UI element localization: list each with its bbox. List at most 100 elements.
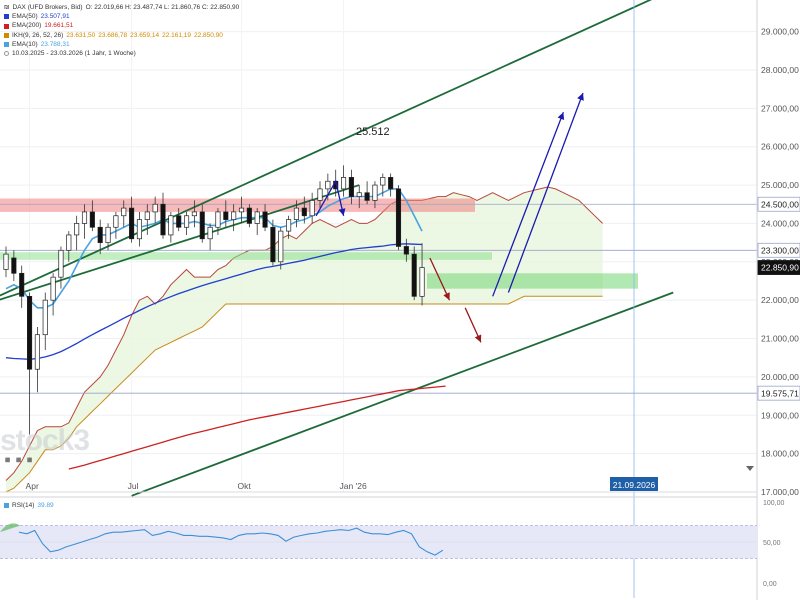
candle-body [223,211,229,220]
symbol-icon: ₪ [4,4,10,11]
candle-body [270,226,276,263]
x-tick-label: Jan '26 [340,481,367,491]
y-tick-label: 18.000,00 [761,449,799,459]
candle-body [176,215,182,228]
candle-body [309,200,315,217]
candle-body [419,267,425,297]
legend-value: 22.161,19 [162,31,191,39]
legend-ohlc: O: 22.019,66 H: 23.487,74 L: 21.860,76 C… [85,4,240,11]
y-tick-label: 22.000,00 [761,295,799,305]
rsi-value: 39.89 [37,502,54,509]
y-tick-label: 21.000,00 [761,334,799,344]
resistance-zone [0,198,475,212]
candle-body [27,295,33,370]
legend-value: 19.661,51 [44,22,74,30]
candle-body [348,177,354,197]
high-annotation: 25.512 [356,126,390,138]
stock3-watermark-sub: ◾◾◾ [2,455,36,465]
candle-body [3,253,9,270]
candle-body [341,177,347,190]
price-label: 22.850,90 [761,263,799,273]
candle-body [97,226,103,243]
candle-body [388,177,394,190]
candle-body [11,257,17,274]
trendlines [0,0,674,497]
legend-range: 10.03.2025 - 23.03.2026 (1 Jahr, 1 Woche… [12,50,136,58]
candle-body [372,184,378,201]
target-zone [427,273,638,289]
legend-value: 23.631,50 [66,31,96,39]
legend-item-ema10[interactable]: EMA(10) 23.788,31 [4,40,239,49]
grid-lines [0,0,757,493]
candle-body [254,211,260,224]
candle-body [325,180,331,190]
rsi-swatch-icon [4,503,9,508]
candle-body [215,211,221,228]
candle-body [105,226,111,243]
scroll-down-icon[interactable] [746,466,754,471]
candle-body [89,211,95,228]
trendline-upper [0,0,653,297]
y-tick-label: 24.000,00 [761,218,799,228]
scenario-arrow [429,257,451,301]
candle-body [136,219,143,240]
candle-body [74,223,80,236]
arrow-head [577,93,584,101]
candle-body [286,219,292,232]
candle-body [191,211,197,217]
price-label: 19.575,71 [761,388,799,398]
legend-value: 23.686,78 [98,31,128,39]
candle-body [317,188,323,201]
candle-body [231,211,237,220]
legend-label: EMA(200) [12,22,42,30]
y-tick-label: 26.000,00 [761,142,799,152]
y-tick-label: 27.000,00 [761,103,799,113]
ichimoku-cloud [5,186,603,493]
rsi-panel: 100,00 50,00 0,00 [0,496,785,588]
trendline-mid [0,184,360,301]
legend-item-ikh[interactable]: IKH(9, 26, 52, 26) 23.631,50 23.686,78 2… [4,31,239,40]
price-axis: 17.000,00 18.000,00 19.000,00 20.000,00 21.0… [756,0,800,600]
candle-body [395,188,402,247]
legend-label: EMA(10) [12,40,38,48]
candle-body [356,192,362,197]
legend-label: EMA(50) [12,13,38,21]
y-tick-label: 19.000,00 [761,410,799,420]
ikh-swatch-icon [4,32,9,38]
legend-item-ema50[interactable]: EMA(50) 23.507,91 [4,12,239,21]
rsi-overbought-fill [0,523,20,533]
chart-legend: ₪ DAX (UFD Brokers, Bid) O: 22.019,66 H:… [4,3,239,58]
candle-body [81,211,88,224]
cloud-fill [6,187,603,492]
rsi-tick-label: 100,00 [763,500,785,507]
candle-body [262,211,268,228]
rsi-tick-label: 50,00 [763,540,781,547]
arrow-head [338,208,346,216]
price-zones [0,198,638,289]
candle-body [278,230,284,263]
time-axis: Apr Jul Okt Jan '26 [0,481,757,493]
arrow-head [443,292,450,301]
clock-icon [4,51,9,57]
candle-body [66,234,72,251]
legend-value: 23.507,91 [40,13,70,21]
candle-body [113,215,119,228]
date-label-box [610,477,658,491]
trendline-lower [131,291,674,497]
candle-body [34,334,40,370]
rsi-legend[interactable]: RSI(14) 39.89 [4,502,54,509]
y-tick-label: 17.000,00 [761,487,799,497]
candle-body [301,207,307,217]
y-tick-label: 20.000,00 [761,372,799,382]
x-tick-label: Jul [128,481,139,491]
scenario-arrow [507,92,584,293]
candle-body [50,276,56,301]
x-tick-label: Apr [26,481,39,491]
candle-body [199,211,205,240]
horizontal-levels [0,203,757,394]
legend-item-ema200[interactable]: EMA(200) 19.661,51 [4,21,239,30]
legend-range-row[interactable]: 10.03.2025 - 23.03.2026 (1 Jahr, 1 Woche… [4,49,239,58]
legend-symbol-row[interactable]: ₪ DAX (UFD Brokers, Bid) O: 22.019,66 H:… [4,3,239,12]
